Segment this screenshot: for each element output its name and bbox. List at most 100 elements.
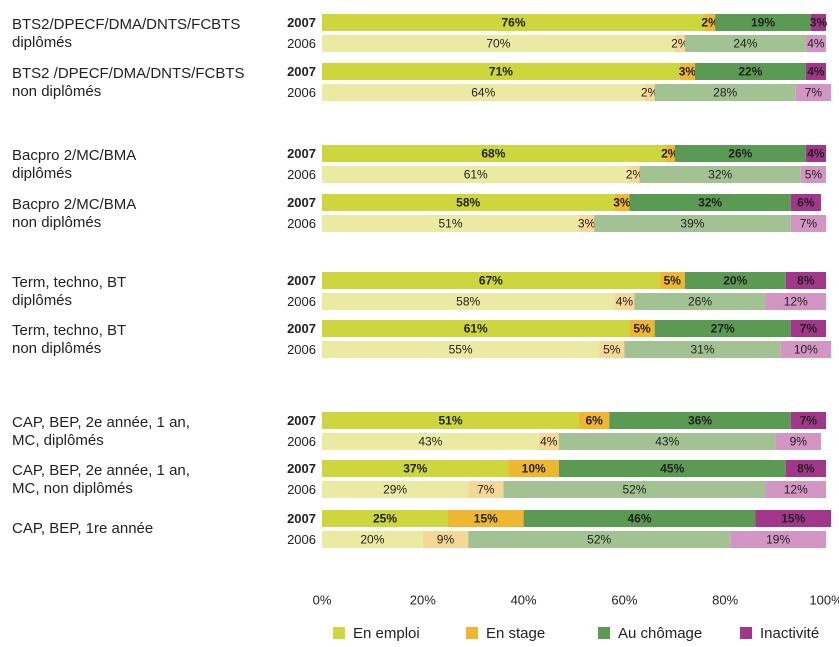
value-label: 3%	[679, 65, 697, 79]
bar-segment	[322, 63, 680, 80]
bar-segment	[765, 293, 826, 310]
bar-segment	[322, 460, 509, 477]
bar-segment	[644, 84, 655, 101]
year-label: 2006	[287, 532, 316, 547]
value-label: 9%	[790, 435, 808, 449]
bar-segment	[674, 35, 685, 52]
value-label: 12%	[784, 483, 808, 497]
bar-segment	[629, 320, 655, 337]
value-label: 7%	[805, 86, 823, 100]
x-tick-label: 60%	[611, 592, 637, 607]
group-label: Bacpro 2/MC/BMA	[12, 196, 136, 213]
bar-segment	[790, 194, 821, 211]
bar-segment	[780, 341, 832, 358]
bar-segment	[684, 272, 786, 289]
bar-segment	[609, 412, 791, 429]
bar-segment	[694, 63, 806, 80]
value-label: 8%	[797, 462, 815, 476]
value-label: 58%	[456, 295, 480, 309]
year-label: 2007	[287, 195, 316, 210]
bar-segment	[558, 433, 776, 450]
year-label: 2006	[287, 167, 316, 182]
value-label: 20%	[360, 533, 384, 547]
value-label: 4%	[540, 435, 558, 449]
value-label: 43%	[418, 435, 442, 449]
value-label: 2%	[671, 37, 689, 51]
value-label: 7%	[800, 414, 818, 428]
bar-segment	[810, 14, 826, 31]
value-label: 46%	[628, 512, 652, 526]
value-label: 39%	[680, 217, 704, 231]
value-label: 6%	[585, 414, 603, 428]
bar-segment	[558, 460, 786, 477]
bar-segment	[705, 14, 716, 31]
bar-segment	[790, 320, 826, 337]
value-label: 67%	[479, 274, 503, 288]
value-label: 5%	[633, 322, 651, 336]
value-label: 24%	[733, 37, 757, 51]
value-label: 51%	[439, 217, 463, 231]
legend-swatch	[598, 627, 610, 639]
bar-segment	[594, 215, 791, 232]
value-label: 64%	[471, 86, 495, 100]
group-label: CAP, BEP, 1re année	[12, 520, 153, 537]
bar-segment	[448, 510, 524, 527]
legend-swatch	[466, 627, 478, 639]
bar-segment	[629, 166, 640, 183]
legend-label: En stage	[486, 625, 545, 642]
bar-segment	[775, 433, 821, 450]
value-label: 4%	[616, 295, 634, 309]
bar-segment	[468, 481, 504, 498]
bar-segment	[468, 531, 731, 548]
value-label: 52%	[587, 533, 611, 547]
value-label: 76%	[502, 16, 526, 30]
group-label: MC, non diplômés	[12, 480, 133, 497]
value-label: 3%	[810, 16, 828, 30]
value-label: 2%	[641, 86, 659, 100]
bar-segment	[322, 14, 706, 31]
group-label: non diplômés	[12, 340, 101, 357]
legend-label: Au chômage	[618, 625, 702, 642]
x-tick-label: 0%	[313, 592, 332, 607]
bar-segment	[322, 481, 469, 498]
bar-segment	[790, 215, 826, 232]
group-label: Term, techno, BT	[12, 274, 126, 291]
value-label: 7%	[800, 217, 818, 231]
x-tick-label: 40%	[511, 592, 537, 607]
value-label: 31%	[691, 343, 715, 357]
value-label: 19%	[766, 533, 790, 547]
year-label: 2007	[287, 413, 316, 428]
bar-segment	[422, 531, 469, 548]
value-label: 2%	[626, 168, 644, 182]
year-label: 2007	[287, 273, 316, 288]
bar-segment	[674, 145, 806, 162]
bar-segment	[322, 293, 615, 310]
group-label: Bacpro 2/MC/BMA	[12, 147, 136, 164]
year-label: 2007	[287, 146, 316, 161]
x-tick-label: 100%	[809, 592, 839, 607]
year-label: 2006	[287, 36, 316, 51]
value-label: 70%	[486, 37, 510, 51]
bar-segment	[790, 412, 826, 429]
bar-segment	[322, 510, 448, 527]
bar-segment	[624, 341, 781, 358]
value-label: 3%	[613, 196, 631, 210]
bar-segment	[614, 293, 635, 310]
value-label: 19%	[751, 16, 775, 30]
value-label: 27%	[711, 322, 735, 336]
bar-segment	[639, 166, 801, 183]
bar-segment	[579, 412, 610, 429]
bar-segment	[322, 215, 580, 232]
value-label: 10%	[522, 462, 546, 476]
value-label: 2%	[661, 147, 679, 161]
year-label: 2006	[287, 434, 316, 449]
bar-segment	[322, 194, 615, 211]
value-label: 28%	[713, 86, 737, 100]
group-label: BTS2 /DPECF/DMA/DNTS/FCBTS	[12, 65, 245, 82]
group-label: diplômés	[12, 34, 72, 51]
bar-segment	[599, 341, 625, 358]
year-label: 2006	[287, 342, 316, 357]
value-label: 8%	[797, 274, 815, 288]
x-tick-label: 80%	[712, 592, 738, 607]
bar-segment	[654, 84, 796, 101]
